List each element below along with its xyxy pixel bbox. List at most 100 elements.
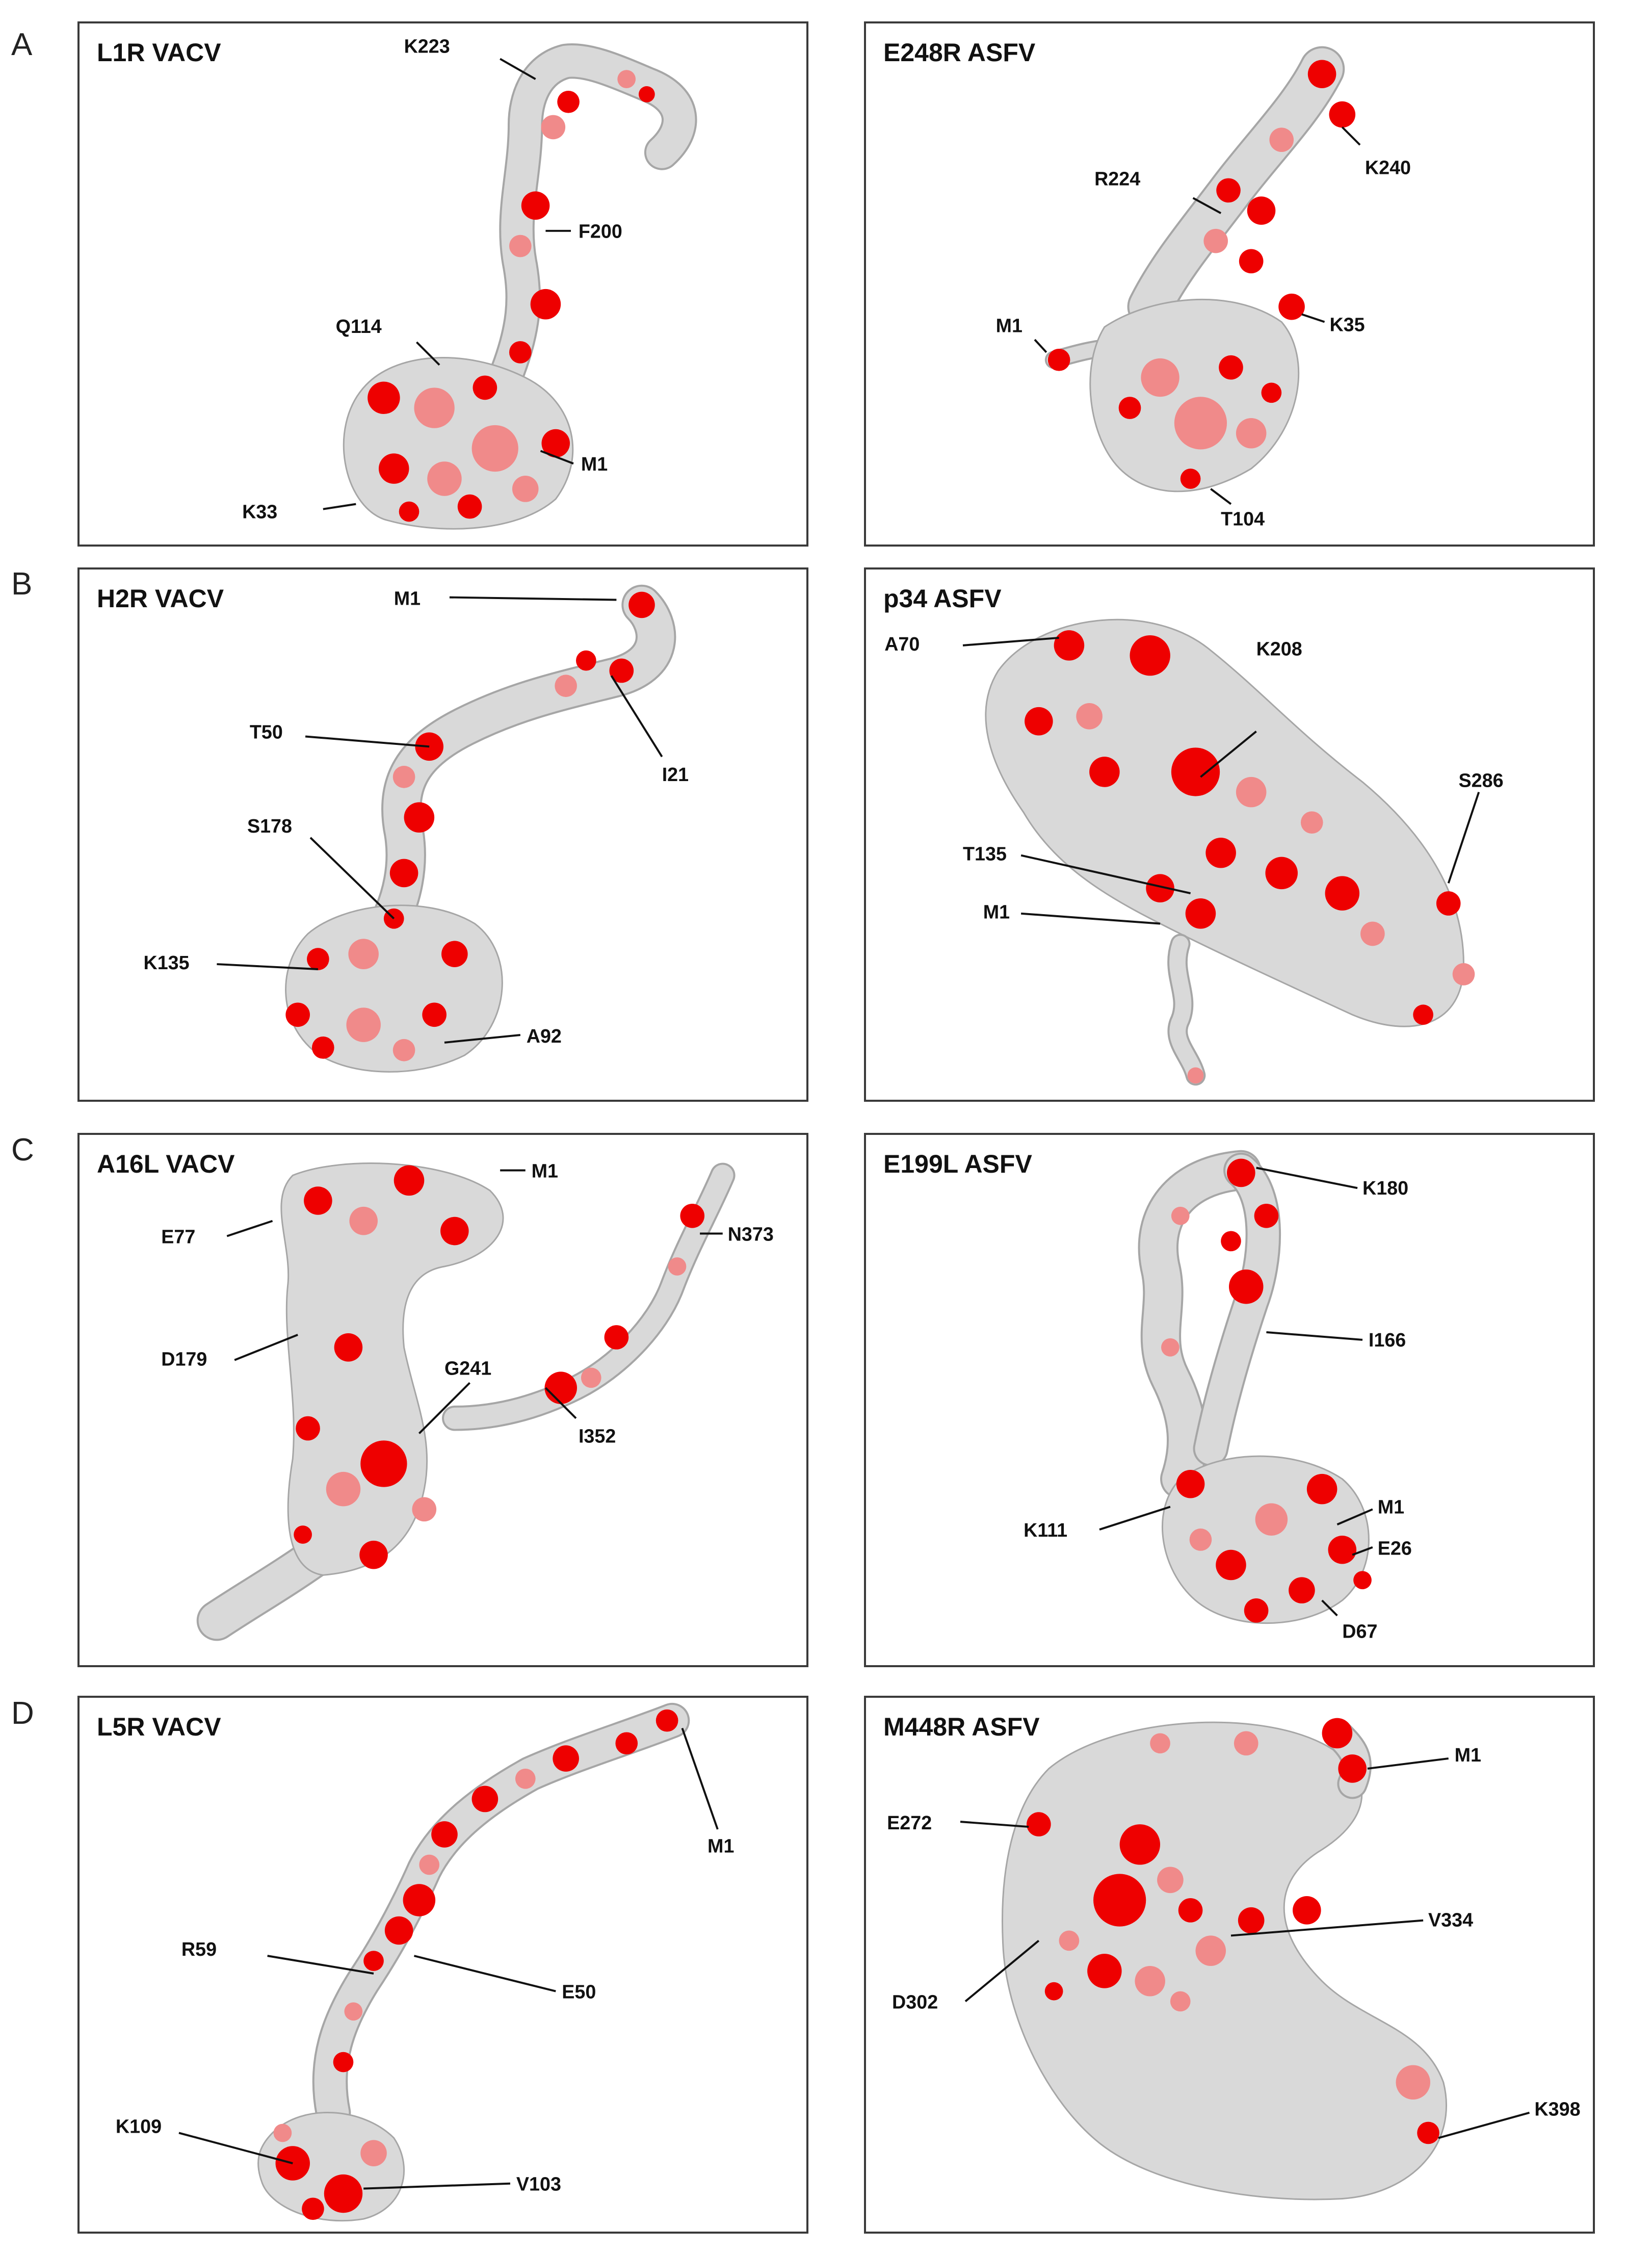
- m448r-structure: M1 E272 V334 D302 K398: [887, 1718, 1581, 2200]
- label-k109: K109: [116, 2115, 293, 2164]
- panel-title: L5R VACV: [97, 1713, 221, 1741]
- svg-text:E50: E50: [562, 1981, 596, 2002]
- label-s286: S286: [1447, 770, 1504, 884]
- svg-text:E272: E272: [887, 1812, 932, 1833]
- panel-a16l-vacv: M1 N373 E77 D179 G241 I352 A16L VACV: [77, 1133, 808, 1667]
- label-m1: M1: [394, 587, 617, 609]
- svg-text:M1: M1: [1455, 1744, 1481, 1766]
- panel-m448r-asfv: M1 E272 V334 D302 K398 M448R ASFV: [864, 1696, 1595, 2234]
- label-m1: M1: [681, 1727, 734, 1857]
- row-letter-d: D: [11, 1696, 34, 1731]
- svg-text:M1: M1: [1378, 1496, 1404, 1517]
- label-d179: D179: [161, 1334, 298, 1370]
- e199l-structure: K180 I166 M1 K111 E26 D67: [1024, 1150, 1412, 1642]
- svg-text:K180: K180: [1362, 1177, 1408, 1199]
- label-r59: R59: [181, 1938, 374, 1975]
- label-d67: D67: [1321, 1599, 1377, 1642]
- label-m1: M1: [1367, 1744, 1481, 1770]
- label-k240: K240: [1341, 126, 1411, 178]
- svg-text:T104: T104: [1221, 508, 1265, 529]
- label-i21: I21: [610, 675, 689, 785]
- svg-text:S286: S286: [1459, 770, 1504, 791]
- svg-text:K35: K35: [1329, 314, 1365, 335]
- panel-title: H2R VACV: [97, 584, 224, 613]
- svg-text:M1: M1: [581, 453, 608, 475]
- a16l-structure: M1 N373 E77 D179 G241 I352: [161, 1160, 774, 1641]
- label-r224: R224: [1094, 168, 1222, 214]
- label-s178: S178: [247, 815, 395, 920]
- label-e26: E26: [1352, 1538, 1412, 1559]
- svg-text:M1: M1: [983, 901, 1010, 923]
- svg-text:K223: K223: [404, 36, 450, 57]
- l5r-structure: M1 R59 E50 K109 V103: [116, 1702, 734, 2222]
- label-m1: M1: [983, 901, 1161, 925]
- label-e272: E272: [887, 1812, 1029, 1833]
- svg-text:V103: V103: [516, 2173, 561, 2195]
- svg-text:Q114: Q114: [336, 316, 382, 337]
- svg-text:K111: K111: [1024, 1519, 1067, 1541]
- panel-title: E248R ASFV: [883, 38, 1036, 67]
- label-k398: K398: [1438, 2099, 1581, 2139]
- panel-title: E199L ASFV: [883, 1150, 1032, 1178]
- svg-text:K398: K398: [1534, 2099, 1580, 2120]
- label-v103: V103: [363, 2173, 561, 2195]
- l1r-structure: K223 F200 Q114 M1 K33: [242, 36, 697, 530]
- label-d302: D302: [892, 1939, 1040, 2012]
- label-m1: M1: [500, 1160, 558, 1181]
- label-k135: K135: [144, 952, 318, 973]
- e248r-structure: K240 R224 M1 K35 T104: [996, 46, 1411, 529]
- svg-text:M1: M1: [996, 315, 1022, 336]
- label-f200: F200: [545, 221, 622, 242]
- svg-text:E77: E77: [161, 1226, 195, 1247]
- panel-e248r-asfv: K240 R224 M1 K35 T104 E248R ASFV: [864, 21, 1595, 547]
- panel-title: M448R ASFV: [883, 1713, 1040, 1741]
- panel-title: A16L VACV: [97, 1150, 235, 1178]
- svg-text:G241: G241: [444, 1357, 491, 1379]
- label-i352: I352: [545, 1387, 616, 1446]
- svg-text:A92: A92: [527, 1025, 562, 1047]
- label-k223: K223: [404, 36, 536, 80]
- label-a70: A70: [884, 633, 1059, 655]
- svg-text:R224: R224: [1094, 168, 1140, 190]
- panel-l1r-vacv: K223 F200 Q114 M1 K33 L1R VACV: [77, 21, 808, 547]
- panel-e199l-asfv: K180 I166 M1 K111 E26 D67 E199L ASFV: [864, 1133, 1595, 1667]
- label-k33: K33: [242, 501, 356, 522]
- label-t104: T104: [1210, 488, 1265, 529]
- svg-text:S178: S178: [247, 815, 292, 837]
- svg-text:K135: K135: [144, 952, 190, 973]
- row-letter-b: B: [11, 566, 33, 602]
- label-q114: Q114: [336, 316, 440, 366]
- svg-text:I21: I21: [662, 764, 689, 785]
- label-n373: N373: [700, 1223, 774, 1245]
- label-k35: K35: [1301, 313, 1365, 335]
- label-m1: M1: [1336, 1496, 1404, 1525]
- panel-title: p34 ASFV: [883, 584, 1002, 613]
- svg-text:R59: R59: [181, 1938, 217, 1960]
- svg-text:K240: K240: [1365, 157, 1411, 178]
- label-m1: M1: [540, 450, 608, 475]
- svg-text:F200: F200: [579, 221, 622, 242]
- label-i166: I166: [1266, 1329, 1406, 1351]
- label-g241: G241: [418, 1357, 491, 1434]
- label-v334: V334: [1230, 1909, 1473, 1937]
- svg-text:T50: T50: [250, 721, 283, 742]
- label-t50: T50: [250, 721, 430, 748]
- label-e77: E77: [161, 1220, 273, 1247]
- h2r-structure: M1 T50 I21 S178 K135 A92: [144, 584, 689, 1073]
- panel-h2r-vacv: M1 T50 I21 S178 K135 A92 H2R VACV: [77, 567, 808, 1102]
- svg-text:K208: K208: [1256, 638, 1302, 660]
- svg-text:D179: D179: [161, 1349, 207, 1370]
- label-a92: A92: [444, 1025, 562, 1047]
- label-e50: E50: [413, 1955, 596, 2002]
- label-k180: K180: [1256, 1167, 1408, 1199]
- svg-text:M1: M1: [532, 1160, 558, 1181]
- panel-l5r-vacv: M1 R59 E50 K109 V103 L5R VACV: [77, 1696, 808, 2234]
- panel-title: L1R VACV: [97, 38, 221, 67]
- svg-text:D67: D67: [1342, 1620, 1377, 1642]
- svg-text:M1: M1: [394, 587, 421, 609]
- p34-structure: A70 K208 S286 T135 M1: [884, 618, 1504, 1086]
- svg-text:A70: A70: [884, 633, 920, 655]
- label-k111: K111: [1024, 1506, 1171, 1541]
- panel-p34-asfv: A70 K208 S286 T135 M1 p34 ASFV: [864, 567, 1595, 1102]
- svg-text:E26: E26: [1378, 1538, 1412, 1559]
